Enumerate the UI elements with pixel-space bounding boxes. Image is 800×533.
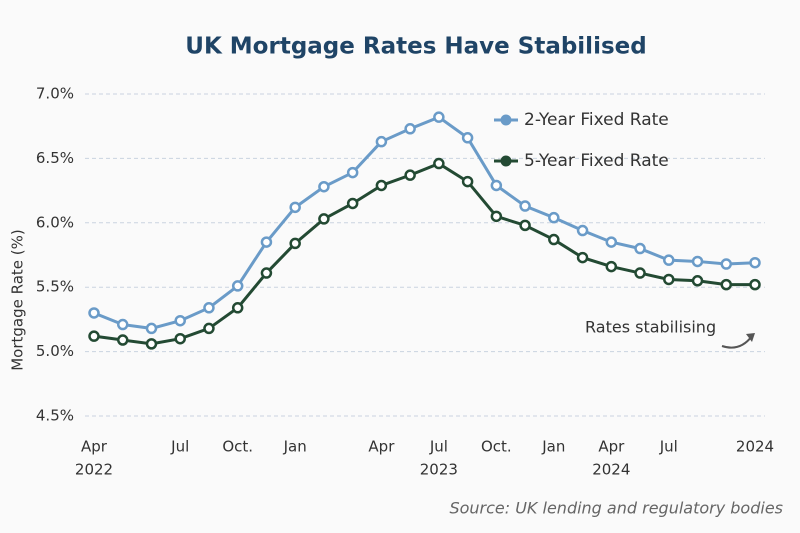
point bbox=[318, 213, 330, 225]
x-tick-label: Oct. bbox=[481, 438, 512, 456]
y-tick-label: 4.5% bbox=[36, 407, 74, 425]
legend-marker bbox=[500, 155, 512, 167]
point bbox=[634, 267, 646, 279]
point bbox=[88, 330, 100, 342]
x-tick-label: Jul bbox=[170, 438, 189, 456]
y-tick-label: 6.0% bbox=[36, 213, 74, 231]
x-tick-label: Apr bbox=[368, 438, 395, 456]
point bbox=[720, 278, 733, 291]
point bbox=[260, 267, 273, 279]
point bbox=[461, 175, 474, 188]
point bbox=[346, 197, 359, 210]
point bbox=[433, 157, 445, 170]
point bbox=[605, 260, 618, 273]
x-tick-label: Jan bbox=[541, 438, 565, 456]
x-tick-label: Jan bbox=[283, 438, 307, 456]
point bbox=[174, 332, 186, 345]
x-tick-label: 2024 bbox=[736, 438, 774, 456]
point bbox=[519, 200, 531, 212]
point bbox=[116, 318, 129, 331]
x-tick-label: Jul bbox=[429, 438, 448, 456]
point bbox=[145, 338, 158, 350]
y-axis-label: Mortgage Rate (%) bbox=[9, 229, 27, 371]
point bbox=[404, 169, 416, 181]
point bbox=[404, 123, 416, 135]
chart-title: UK Mortgage Rates Have Stabilised bbox=[185, 34, 646, 60]
point bbox=[289, 201, 301, 214]
x-year-label: 2024 bbox=[592, 461, 630, 479]
source: Source: UK lending and regulatory bodies bbox=[449, 499, 783, 518]
point bbox=[749, 256, 761, 269]
point bbox=[519, 219, 531, 232]
legend-marker bbox=[500, 114, 512, 126]
point bbox=[461, 132, 474, 144]
y-tick-label: 7.0% bbox=[36, 85, 74, 103]
point bbox=[605, 236, 618, 248]
x-year-label: 2022 bbox=[75, 461, 113, 479]
y-tick-label: 6.5% bbox=[36, 149, 74, 167]
point bbox=[576, 251, 589, 264]
point bbox=[663, 254, 675, 266]
point bbox=[375, 135, 388, 148]
x-tick-label: Jul bbox=[659, 438, 678, 456]
point bbox=[231, 280, 244, 292]
point bbox=[203, 302, 215, 314]
point bbox=[346, 166, 359, 179]
annotation-arrowhead bbox=[746, 333, 755, 342]
point bbox=[289, 237, 301, 250]
point bbox=[231, 302, 244, 314]
x-tick-label: Apr bbox=[81, 438, 108, 456]
point bbox=[490, 210, 503, 223]
point bbox=[174, 314, 186, 327]
point bbox=[691, 275, 704, 287]
legend-label: 2-Year Fixed Rate bbox=[524, 110, 669, 130]
point bbox=[203, 322, 215, 335]
legend-label: 5-Year Fixed Rate bbox=[524, 151, 669, 171]
point bbox=[548, 233, 560, 246]
point bbox=[260, 236, 273, 248]
annotation: Rates stabilising bbox=[585, 318, 716, 337]
point bbox=[490, 179, 503, 192]
point bbox=[375, 179, 388, 192]
point bbox=[548, 211, 560, 224]
point bbox=[116, 334, 129, 346]
point bbox=[720, 258, 733, 270]
y-tick-label: 5.0% bbox=[36, 342, 74, 360]
point bbox=[576, 224, 589, 237]
point bbox=[88, 307, 100, 319]
point bbox=[433, 111, 445, 123]
point bbox=[691, 255, 704, 268]
point bbox=[634, 242, 646, 255]
x-tick-label: Apr bbox=[598, 438, 625, 456]
point bbox=[749, 278, 761, 291]
x-tick-label: Oct. bbox=[222, 438, 253, 456]
point bbox=[145, 322, 158, 335]
point bbox=[318, 180, 330, 193]
point bbox=[663, 273, 675, 286]
y-tick-label: 5.5% bbox=[36, 278, 74, 296]
x-year-label: 2023 bbox=[420, 461, 458, 479]
